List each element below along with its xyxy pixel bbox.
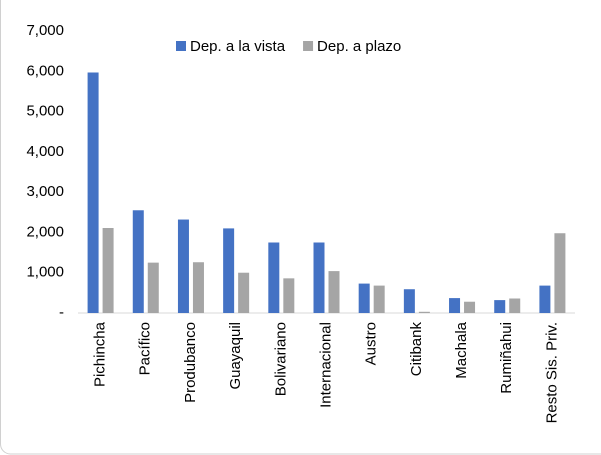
bar [554,233,566,313]
x-tick-label: Citibank [408,322,425,377]
bar [313,242,325,313]
y-tick-label: 2,000 [26,223,64,240]
bar [494,300,506,313]
x-tick-label: Internacional [317,322,334,408]
bar [509,298,521,313]
y-tick-label: 4,000 [26,143,64,160]
y-tick-label: 3,000 [26,183,64,200]
bar [192,262,204,313]
bar [403,289,415,313]
bar [283,278,295,313]
x-tick-label: Produbanco [182,322,199,403]
x-tick-label: Resto Sis. Priv. [543,322,560,423]
legend-swatch [303,41,314,51]
bar [539,285,551,313]
bar [328,271,340,313]
bar [102,227,114,313]
bar [147,262,159,313]
bar [358,283,370,313]
bar [87,72,99,313]
x-tick-label: Pacífico [137,322,154,375]
x-tick-label: Pichincha [92,321,109,387]
legend-swatch [176,41,186,51]
y-tick-label: - [59,304,64,321]
bar [132,210,144,313]
legend-label: Dep. a la vista [190,38,286,55]
y-tick-label: 5,000 [26,103,64,120]
x-tick-label: Bolivariano [272,322,289,396]
bar [223,228,235,313]
bar [449,298,461,313]
y-tick-label: 6,000 [26,62,64,79]
bar [177,219,189,313]
x-tick-label: Rumiñahui [498,322,515,394]
y-tick-label: 1,000 [26,264,64,281]
y-tick-label: 7,000 [26,22,64,39]
x-tick-label: Guayaquil [227,322,244,390]
bar [418,311,430,313]
legend-label: Dep. a plazo [317,38,401,55]
x-tick-label: Machala [453,321,470,378]
bar [238,272,250,313]
bar [373,285,385,313]
x-tick-label: Austro [363,322,380,365]
bar [268,242,280,313]
bar [464,301,476,313]
